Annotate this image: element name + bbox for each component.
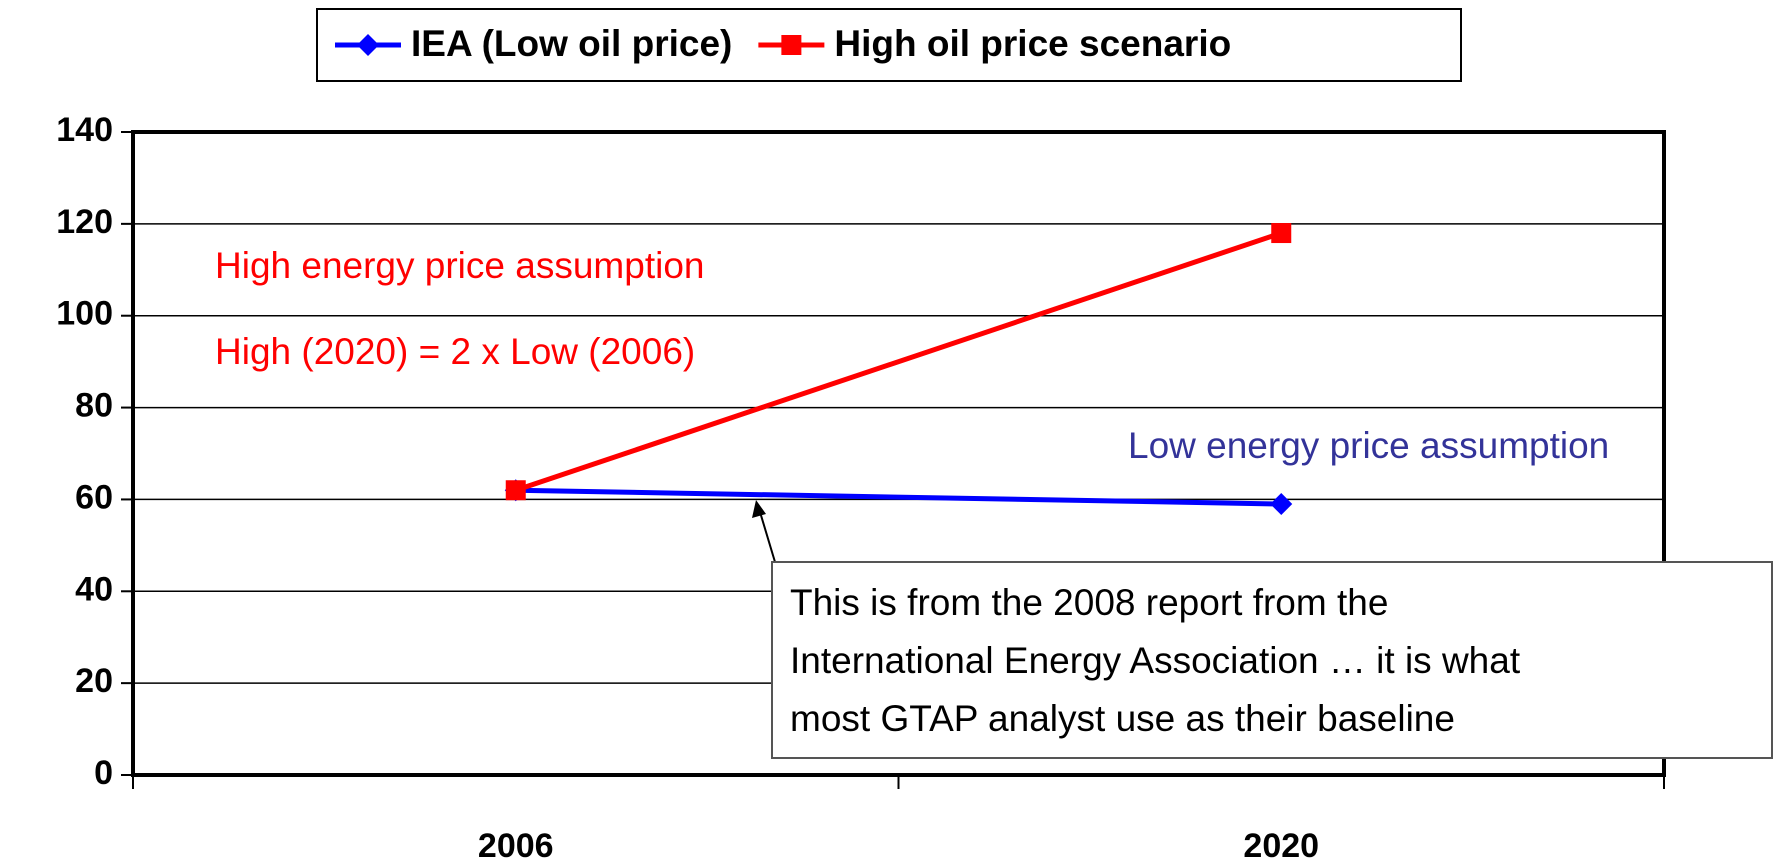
x-tick-label: 2020 [1243,827,1319,865]
callout-box [771,561,1773,759]
callout-text: This is from the 2008 report from the [790,582,1388,623]
x-tick-label: 2006 [478,827,554,865]
y-tick-label: 120 [56,203,113,241]
callout-arrowhead [752,500,766,518]
y-tick-label: 40 [75,570,113,608]
annotation: High energy price assumption [215,245,704,286]
marker [1270,493,1293,516]
annotation: High (2020) = 2 x Low (2006) [215,331,695,372]
legend-label: High oil price scenario [834,23,1231,64]
legend: IEA (Low oil price) High oil price scenar… [316,8,1462,82]
marker [1271,223,1292,244]
y-tick-label: 0 [94,754,113,792]
marker [505,480,526,501]
legend-label: IEA (Low oil price) [411,23,732,64]
callout-pointer [759,511,776,563]
marker [781,35,802,55]
marker [357,34,379,56]
callout-text: most GTAP analyst use as their baseline [790,698,1455,739]
y-tick-label: 60 [75,478,113,516]
legend-box [316,8,1462,82]
y-tick-label: 80 [75,387,113,425]
y-tick-label: 140 [56,111,113,149]
y-tick-label: 100 [56,295,113,333]
y-tick-label: 20 [75,662,113,700]
series-line [514,230,1283,493]
series-line [515,487,1282,507]
callout-text: International Energy Association … it is… [790,640,1521,681]
annotation: Low energy price assumption [1128,425,1609,466]
